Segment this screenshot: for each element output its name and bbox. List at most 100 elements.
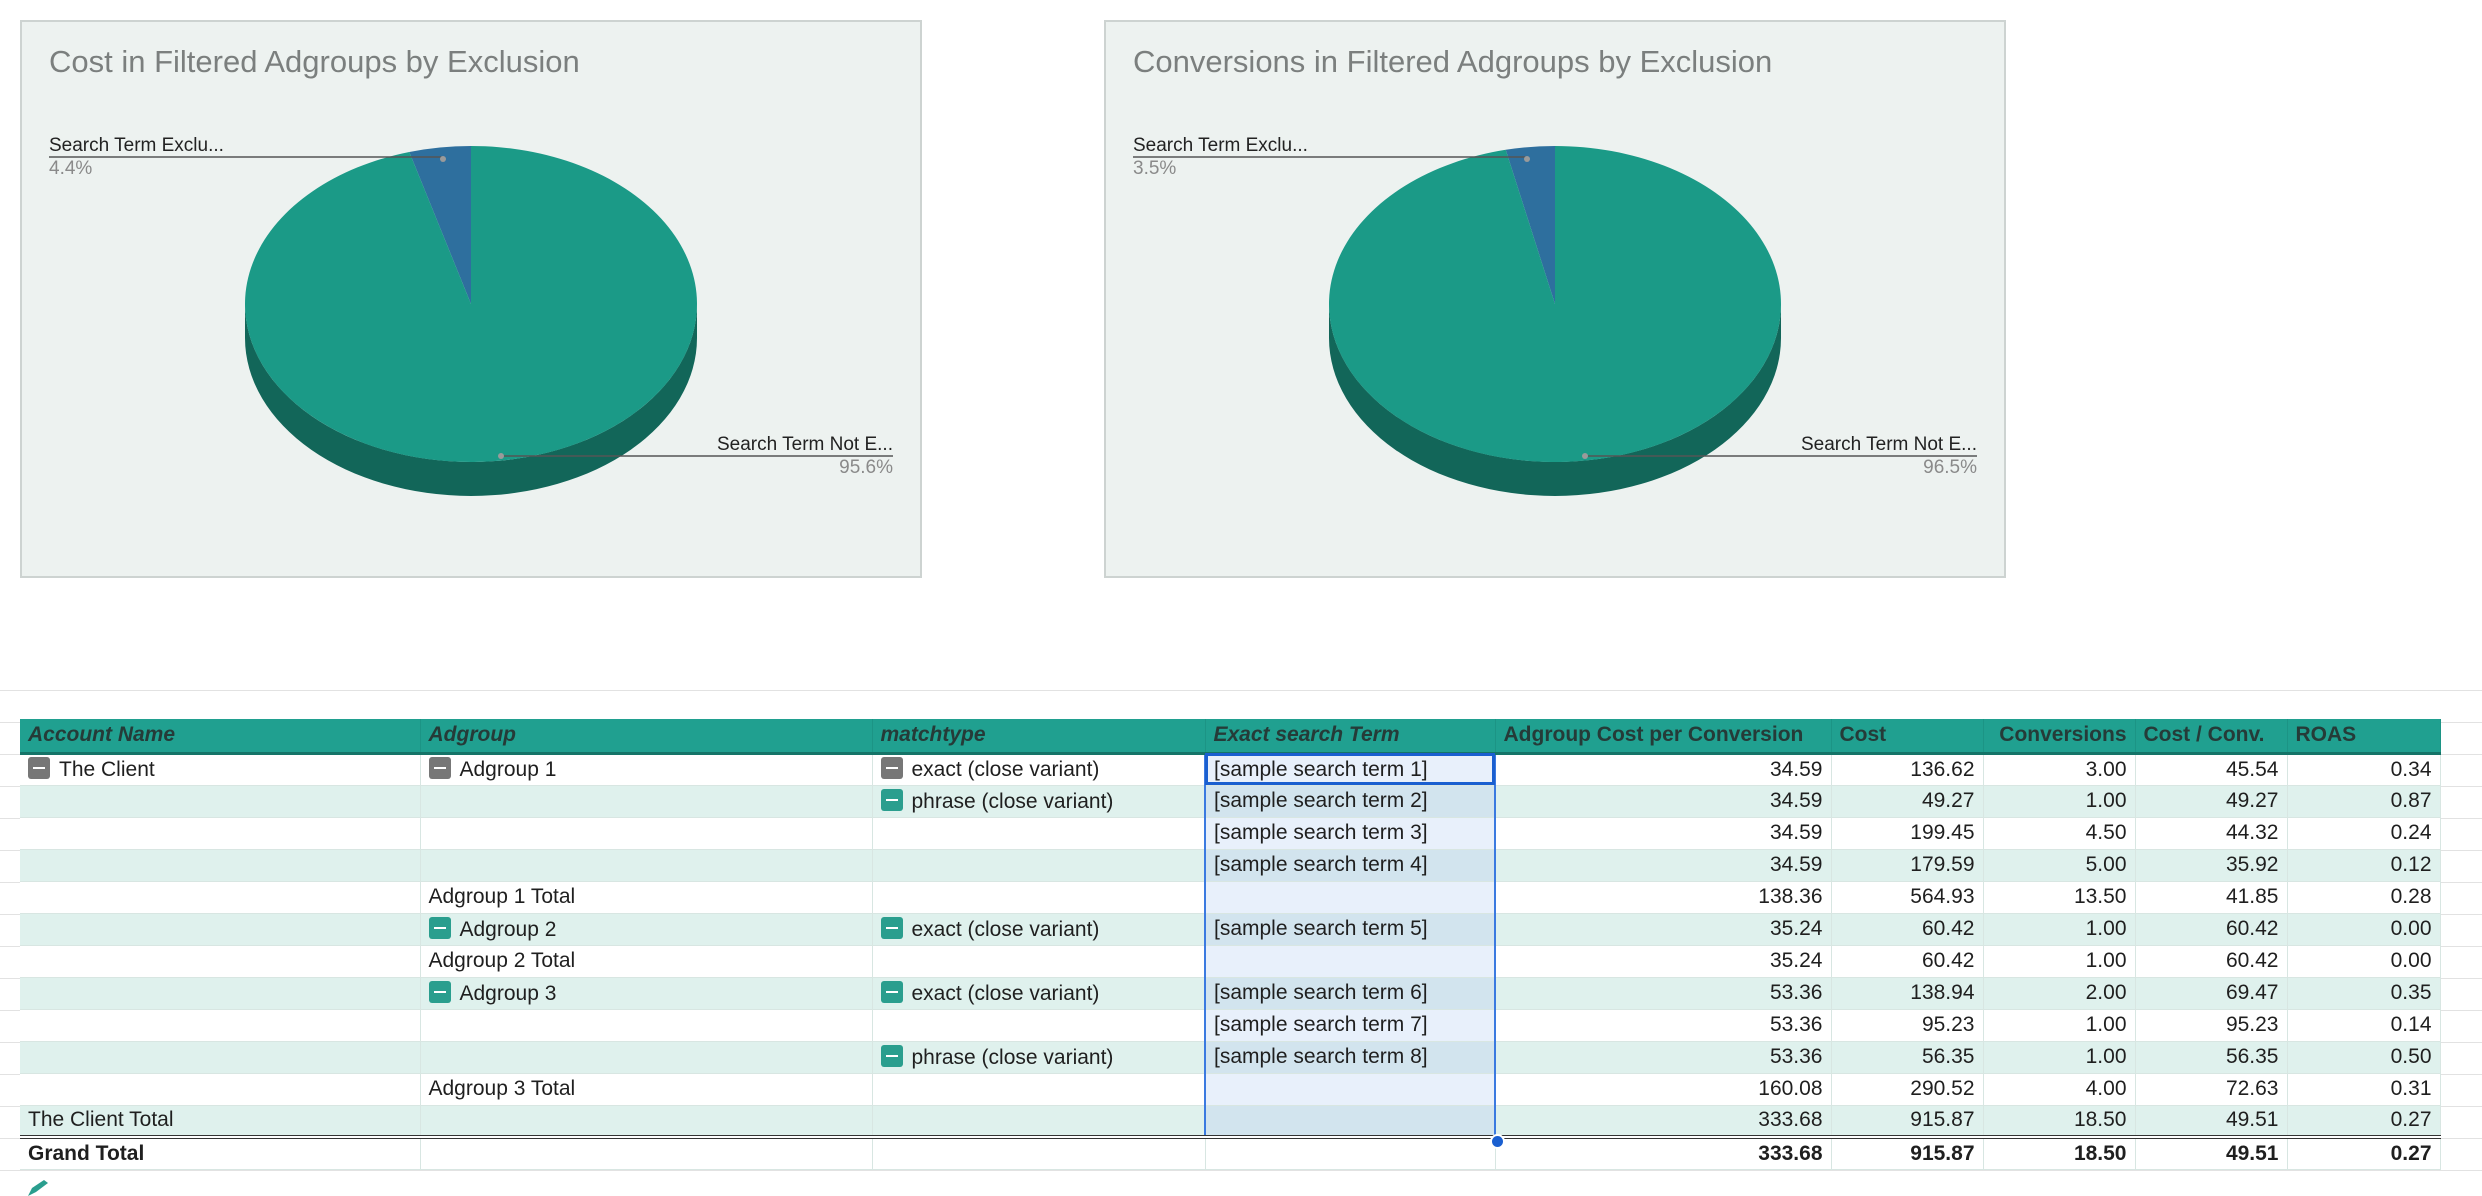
cell-adgroup-cost-per-conversion[interactable]: 333.68 — [1495, 1135, 1832, 1170]
cell-adgroup[interactable] — [420, 1041, 873, 1074]
cell-conversions[interactable]: 2.00 — [1983, 977, 2136, 1010]
cell-cost-per-conv[interactable]: 35.92 — [2135, 849, 2288, 882]
collapse-toggle-icon[interactable] — [880, 916, 903, 939]
collapse-toggle-icon[interactable] — [428, 757, 451, 779]
cell-cost[interactable]: 915.87 — [1831, 1105, 1984, 1138]
cell-adgroup[interactable]: Adgroup 2 — [420, 913, 873, 946]
cell-conversions[interactable]: 1.00 — [1983, 1041, 2136, 1074]
cell-account-name[interactable] — [20, 913, 421, 946]
cell-search-term[interactable]: [sample search term 8] — [1204, 1041, 1496, 1074]
header-adgroup-cost-per-conversion[interactable]: Adgroup Cost per Conversion — [1495, 719, 1832, 755]
conversions-pie-chart[interactable]: Conversions in Filtered Adgroups by Excl… — [1104, 20, 2006, 578]
cell-account-name[interactable]: The Client — [20, 753, 421, 786]
cell-cost-per-conv[interactable]: 60.42 — [2135, 913, 2288, 946]
cell-search-term[interactable]: [sample search term 6] — [1204, 977, 1496, 1010]
cell-cost[interactable]: 136.62 — [1831, 753, 1984, 786]
cell-cost-per-conv[interactable]: 69.47 — [2135, 977, 2288, 1010]
cell-matchtype[interactable] — [872, 945, 1206, 978]
cell-cost-per-conv[interactable]: 45.54 — [2135, 753, 2288, 786]
cell-adgroup[interactable] — [420, 849, 873, 882]
cell-roas[interactable]: 0.27 — [2287, 1105, 2441, 1138]
cell-search-term[interactable]: [sample search term 3] — [1204, 817, 1496, 850]
cell-search-term[interactable] — [1204, 1105, 1496, 1138]
cell-conversions[interactable]: 1.00 — [1983, 1009, 2136, 1042]
cell-cost-per-conv[interactable]: 44.32 — [2135, 817, 2288, 850]
cell-cost-per-conv[interactable]: 60.42 — [2135, 945, 2288, 978]
cell-roas[interactable]: 0.28 — [2287, 881, 2441, 914]
cell-adgroup[interactable]: Adgroup 1 — [420, 753, 873, 786]
cell-matchtype[interactable] — [872, 817, 1206, 850]
cell-cost[interactable]: 915.87 — [1831, 1135, 1984, 1170]
cell-matchtype[interactable] — [872, 881, 1206, 914]
cell-adgroup[interactable]: Adgroup 3 — [420, 977, 873, 1010]
pencil-icon[interactable] — [24, 1180, 54, 1196]
cell-adgroup[interactable]: Adgroup 2 Total — [420, 945, 873, 978]
header-exact-search-term[interactable]: Exact search Term — [1205, 719, 1496, 755]
cell-roas[interactable]: 0.35 — [2287, 977, 2441, 1010]
cell-conversions[interactable]: 3.00 — [1983, 753, 2136, 786]
cell-empty[interactable] — [872, 1135, 1206, 1170]
cell-conversions[interactable]: 1.00 — [1983, 913, 2136, 946]
cell-adgroup-cost-per-conversion[interactable]: 333.68 — [1495, 1105, 1832, 1138]
collapse-toggle-icon[interactable] — [880, 1044, 903, 1067]
cell-adgroup-cost-per-conversion[interactable]: 53.36 — [1495, 1009, 1832, 1042]
cell-matchtype[interactable]: exact (close variant) — [872, 977, 1206, 1010]
cell-roas[interactable]: 0.27 — [2287, 1135, 2441, 1170]
cell-adgroup[interactable] — [420, 817, 873, 850]
cell-conversions[interactable]: 1.00 — [1983, 945, 2136, 978]
cell-matchtype[interactable] — [872, 1105, 1206, 1138]
collapse-toggle-icon[interactable] — [880, 980, 903, 1003]
cell-matchtype[interactable] — [872, 1009, 1206, 1042]
cell-search-term[interactable]: [sample search term 4] — [1204, 849, 1496, 882]
cell-adgroup-cost-per-conversion[interactable]: 34.59 — [1495, 753, 1832, 786]
header-roas[interactable]: ROAS — [2287, 719, 2441, 755]
cell-cost-per-conv[interactable]: 56.35 — [2135, 1041, 2288, 1074]
cell-cost-per-conv[interactable]: 49.51 — [2135, 1135, 2288, 1170]
header-cost[interactable]: Cost — [1831, 719, 1984, 755]
cell-roas[interactable]: 0.12 — [2287, 849, 2441, 882]
cell-cost[interactable]: 95.23 — [1831, 1009, 1984, 1042]
cell-roas[interactable]: 0.00 — [2287, 945, 2441, 978]
cell-account-name[interactable] — [20, 817, 421, 850]
cell-adgroup-cost-per-conversion[interactable]: 138.36 — [1495, 881, 1832, 914]
cell-account-name[interactable] — [20, 881, 421, 914]
cell-cost[interactable]: 179.59 — [1831, 849, 1984, 882]
cell-account-name[interactable] — [20, 1041, 421, 1074]
cell-matchtype[interactable] — [872, 849, 1206, 882]
cell-cost[interactable]: 290.52 — [1831, 1073, 1984, 1106]
cell-cost-per-conv[interactable]: 49.27 — [2135, 785, 2288, 818]
header-matchtype[interactable]: matchtype — [872, 719, 1206, 755]
cell-conversions[interactable]: 18.50 — [1983, 1105, 2136, 1138]
header-conversions[interactable]: Conversions — [1983, 719, 2136, 755]
cell-adgroup[interactable]: Adgroup 3 Total — [420, 1073, 873, 1106]
cell-account-name[interactable]: The Client Total — [20, 1105, 421, 1138]
cell-roas[interactable]: 0.14 — [2287, 1009, 2441, 1042]
cell-search-term[interactable]: [sample search term 5] — [1204, 913, 1496, 946]
cell-cost-per-conv[interactable]: 72.63 — [2135, 1073, 2288, 1106]
cost-pie-chart[interactable]: Cost in Filtered Adgroups by Exclusion S… — [20, 20, 922, 578]
header-adgroup[interactable]: Adgroup — [420, 719, 873, 755]
cell-cost[interactable]: 138.94 — [1831, 977, 1984, 1010]
cell-cost[interactable]: 199.45 — [1831, 817, 1984, 850]
cell-matchtype[interactable]: phrase (close variant) — [872, 1041, 1206, 1074]
collapse-toggle-icon[interactable] — [428, 980, 451, 1003]
cell-adgroup-cost-per-conversion[interactable]: 34.59 — [1495, 849, 1832, 882]
cell-empty[interactable] — [420, 1135, 873, 1170]
cell-adgroup-cost-per-conversion[interactable]: 34.59 — [1495, 817, 1832, 850]
cell-adgroup-cost-per-conversion[interactable]: 35.24 — [1495, 945, 1832, 978]
header-cost-per-conv[interactable]: Cost / Conv. — [2135, 719, 2288, 755]
cell-cost[interactable]: 564.93 — [1831, 881, 1984, 914]
cell-roas[interactable]: 0.50 — [2287, 1041, 2441, 1074]
cell-adgroup-cost-per-conversion[interactable]: 53.36 — [1495, 977, 1832, 1010]
cell-adgroup[interactable]: Adgroup 1 Total — [420, 881, 873, 914]
cell-adgroup-cost-per-conversion[interactable]: 53.36 — [1495, 1041, 1832, 1074]
cell-search-term[interactable] — [1204, 1073, 1496, 1106]
cell-account-name[interactable] — [20, 849, 421, 882]
cell-grand-total-label[interactable]: Grand Total — [20, 1135, 421, 1170]
selection-fill-handle[interactable] — [1490, 1134, 1505, 1149]
cell-search-term[interactable] — [1204, 945, 1496, 978]
cell-account-name[interactable] — [20, 1073, 421, 1106]
cell-roas[interactable]: 0.31 — [2287, 1073, 2441, 1106]
cell-matchtype[interactable]: exact (close variant) — [872, 753, 1206, 786]
cell-account-name[interactable] — [20, 785, 421, 818]
